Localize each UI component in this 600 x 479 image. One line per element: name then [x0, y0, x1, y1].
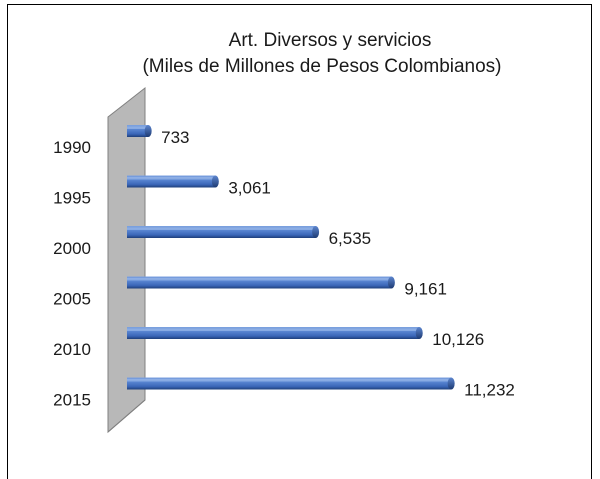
bar: [127, 125, 152, 137]
bar-end-cap: [387, 276, 395, 289]
data-label: 733: [161, 128, 189, 147]
y-tick-label: 1990: [53, 138, 91, 157]
bar-end-cap: [144, 125, 152, 137]
bar-highlight: [127, 227, 316, 230]
bar-highlight: [127, 328, 420, 331]
bar: [127, 276, 395, 289]
y-axis-ticks: 1990 1995 2000 2005 2010 2015: [53, 138, 91, 410]
y-tick-label: 2000: [53, 239, 91, 258]
bar-end-cap: [447, 377, 455, 390]
bar-end-cap: [312, 226, 320, 238]
bar: [127, 226, 320, 238]
bar-end-cap: [211, 175, 219, 188]
chart-floor-edge: [107, 399, 146, 433]
data-labels: 733 3,061 6,535 9,161 10,126 11,232: [161, 128, 515, 400]
chart-subtitle: (Miles de Millones de Pesos Colombianos): [142, 56, 501, 77]
data-label: 6,535: [329, 229, 372, 248]
y-tick-label: 1995: [53, 189, 91, 208]
y-tick-label: 2010: [53, 340, 91, 359]
bar-highlight: [127, 379, 452, 382]
bar-highlight: [127, 278, 392, 281]
bar: [127, 327, 423, 339]
bar: [127, 377, 455, 390]
chart-title: Art. Diversos y servicios: [229, 30, 432, 51]
bars: [127, 125, 455, 390]
chart-border: [7, 4, 592, 479]
bar-highlight: [127, 126, 149, 129]
data-label: 11,232: [464, 381, 515, 400]
y-tick-label: 2005: [53, 290, 91, 309]
data-label: 3,061: [228, 179, 271, 198]
bar: [127, 175, 219, 188]
y-tick-label: 2015: [53, 391, 91, 410]
bar-highlight: [127, 177, 216, 180]
bar-end-cap: [415, 327, 423, 339]
data-label: 10,126: [432, 330, 484, 349]
data-label: 9,161: [404, 280, 447, 299]
